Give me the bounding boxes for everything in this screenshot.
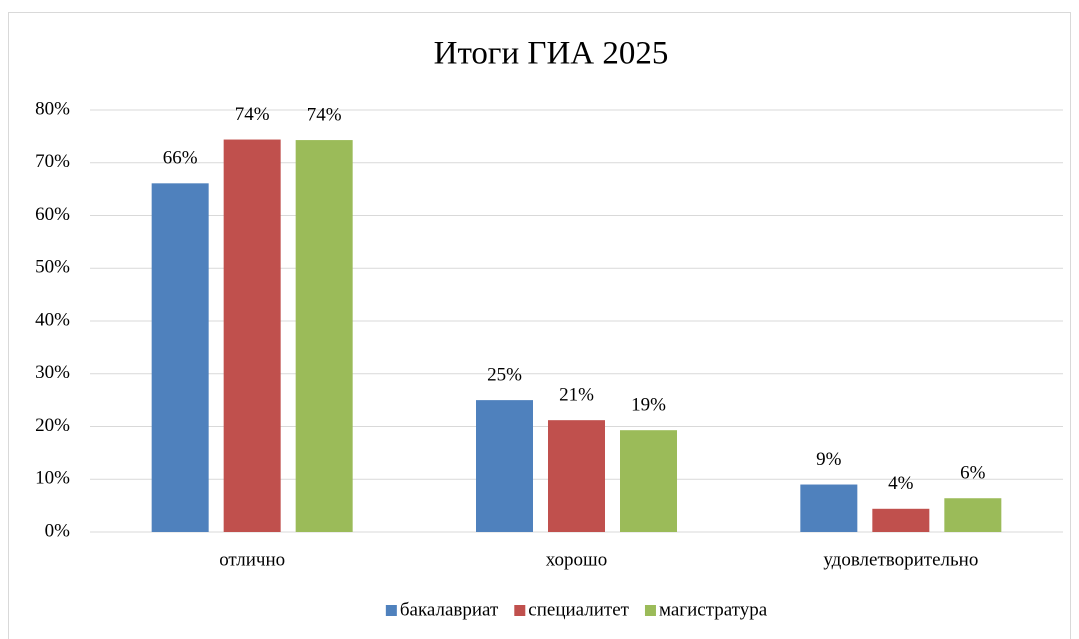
data-label: 9% — [816, 449, 842, 470]
data-label: 6% — [960, 463, 986, 484]
bar — [944, 498, 1002, 532]
data-label: 25% — [487, 364, 522, 385]
data-label: 19% — [631, 395, 666, 416]
bar — [151, 183, 209, 532]
x-tick-label: удовлетворительно — [823, 549, 978, 570]
x-tick-label: хорошо — [546, 549, 607, 570]
y-tick-label: 20% — [35, 415, 70, 436]
bar — [548, 420, 605, 532]
y-tick-label: 60% — [35, 204, 70, 225]
legend-label: магистратура — [659, 599, 768, 620]
y-tick-label: 70% — [35, 151, 70, 172]
bar — [620, 430, 677, 532]
legend-swatch — [514, 605, 526, 616]
legend-label: бакалавриат — [400, 599, 499, 620]
data-label: 21% — [559, 385, 594, 406]
bar — [872, 508, 930, 532]
y-tick-label: 50% — [35, 257, 70, 278]
legend-swatch — [644, 605, 656, 616]
bar — [476, 400, 533, 532]
x-tick-label: отлично — [219, 549, 285, 570]
y-tick-label: 40% — [35, 309, 70, 330]
data-label: 74% — [307, 104, 342, 125]
y-tick-label: 80% — [35, 98, 70, 119]
y-tick-label: 0% — [45, 520, 71, 541]
data-label: 66% — [163, 148, 198, 169]
chart-title: Итоги ГИА 2025 — [434, 36, 669, 72]
legend-label: специалитет — [528, 599, 629, 620]
legend-swatch — [385, 605, 397, 616]
bar — [223, 139, 281, 533]
bar — [295, 140, 353, 532]
y-tick-label: 10% — [35, 468, 70, 489]
y-tick-label: 30% — [35, 362, 70, 383]
data-label: 74% — [235, 104, 270, 125]
bar — [800, 484, 858, 532]
data-label: 4% — [888, 473, 914, 494]
